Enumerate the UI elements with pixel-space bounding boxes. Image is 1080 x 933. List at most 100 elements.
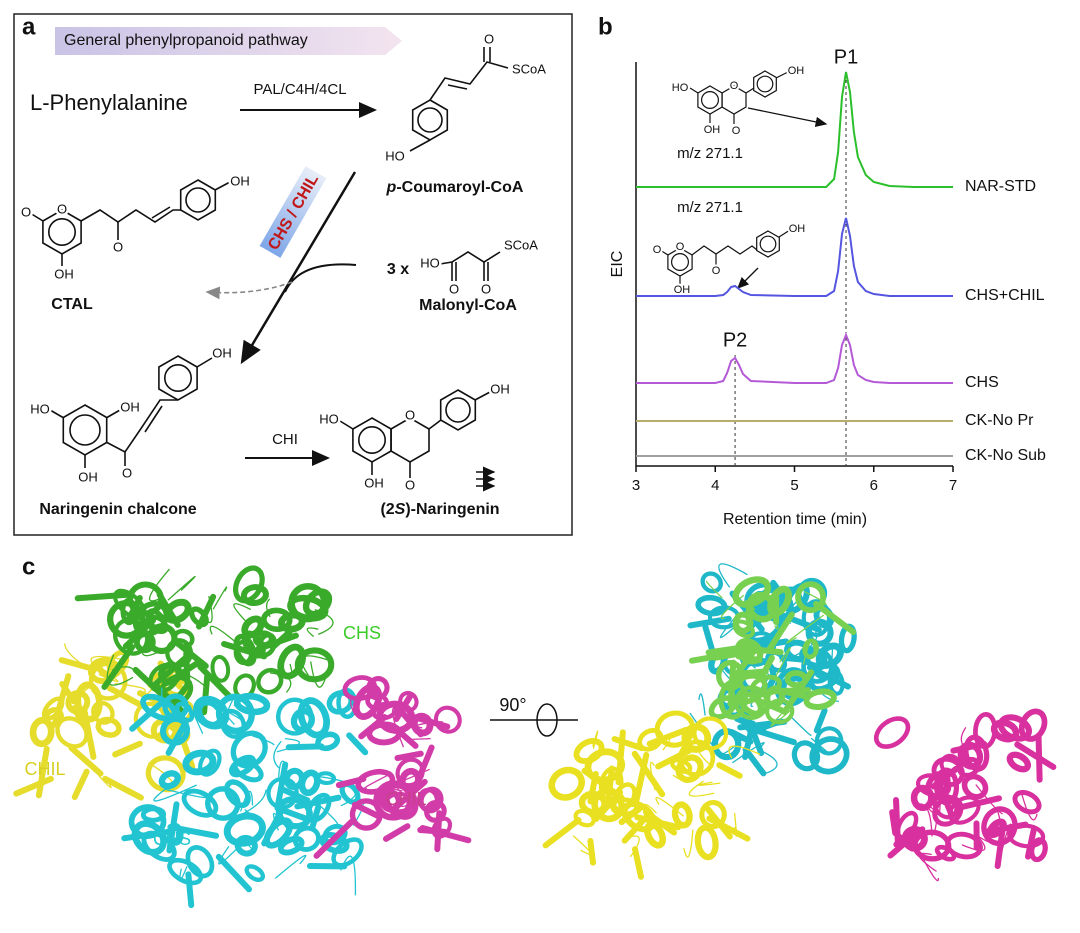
helix: [128, 804, 167, 839]
helix: [700, 571, 723, 594]
loop: [167, 575, 196, 601]
loop: [649, 761, 656, 791]
atom: O: [712, 265, 721, 277]
bond: [151, 206, 171, 219]
helix: [158, 770, 181, 790]
atom: O: [653, 244, 662, 256]
bond: [106, 399, 178, 454]
loop: [917, 849, 940, 882]
loop: [732, 742, 765, 764]
atom: O: [405, 477, 415, 492]
atom: OH: [788, 65, 805, 77]
bond: [429, 61, 509, 101]
strand: [382, 823, 411, 842]
atom: O: [732, 125, 741, 137]
helix: [277, 643, 307, 680]
loop: [961, 833, 986, 852]
x-tick-label: 3: [632, 477, 640, 494]
banner-text: General phenylpropanoid pathway: [64, 32, 308, 49]
atom: O: [676, 241, 685, 253]
loop: [301, 655, 328, 676]
helix: [160, 715, 191, 746]
bond: [775, 71, 789, 79]
helix: [424, 799, 447, 823]
helix: [675, 754, 704, 783]
helix: [410, 712, 434, 737]
substrate: L-Phenylalanine: [30, 90, 188, 115]
strand: [704, 806, 733, 840]
loop: [276, 737, 300, 753]
strand: [51, 673, 72, 727]
atom: SCoA: [512, 61, 546, 76]
strand: [156, 591, 181, 628]
strand: [769, 687, 812, 695]
helix: [699, 799, 727, 830]
bond: [439, 251, 501, 265]
strand: [813, 707, 828, 734]
loop: [720, 594, 745, 619]
helix: [1012, 790, 1042, 815]
bond: [778, 229, 791, 238]
helix: [910, 784, 935, 812]
loop: [240, 789, 267, 816]
atom: O: [57, 201, 67, 216]
multiplier: 3 x: [387, 261, 409, 278]
series-line: [636, 71, 953, 188]
strand: [102, 775, 144, 801]
strand: [35, 745, 50, 799]
helix: [644, 821, 667, 849]
helix: [901, 825, 928, 852]
panel-c-labels: CHS CHIL CHS CHIL 90°: [24, 623, 578, 849]
strand: [632, 846, 644, 880]
loop: [179, 866, 188, 881]
loop: [698, 693, 706, 716]
atom: OH: [78, 469, 98, 484]
annotation-arrow: [737, 267, 759, 289]
strand: [632, 751, 650, 806]
strand: [604, 765, 615, 808]
atom: O: [481, 281, 491, 296]
loop: [728, 745, 761, 759]
enzyme-label: CHI: [272, 431, 298, 448]
helix: [931, 756, 965, 788]
strand: [351, 801, 382, 820]
helix: [355, 768, 396, 795]
atom: OH: [212, 345, 232, 360]
atom: OH: [490, 381, 510, 396]
loop: [408, 737, 431, 741]
loop: [244, 809, 263, 827]
loop: [790, 716, 812, 736]
loop: [683, 829, 694, 858]
rotation-arrow: [536, 703, 558, 737]
strand: [112, 740, 143, 758]
loop: [719, 615, 738, 639]
bond: [29, 212, 44, 222]
helix: [302, 588, 333, 618]
helix: [240, 584, 269, 607]
compound-name: p-Coumaroyl-CoA: [386, 179, 524, 196]
helix: [233, 692, 271, 716]
loop: [975, 811, 1003, 844]
side-product-arrow: [205, 281, 293, 300]
bond: [745, 87, 755, 94]
helix: [292, 825, 321, 852]
helix: [283, 767, 305, 791]
strand: [957, 795, 1002, 811]
bond: [474, 391, 491, 401]
helix: [997, 714, 1032, 742]
helix: [185, 845, 215, 879]
loop: [265, 598, 271, 618]
x-tick-label: 6: [870, 477, 878, 494]
helix: [29, 716, 55, 748]
strand: [196, 593, 217, 630]
series-line: [636, 332, 953, 384]
chain-label: CHIL: [24, 759, 65, 779]
strand: [581, 767, 625, 801]
chain-label: CHS: [343, 623, 381, 643]
loop: [218, 837, 248, 865]
helix: [809, 736, 850, 775]
helix: [795, 581, 827, 614]
helix: [934, 844, 957, 862]
atom: OH: [674, 284, 691, 296]
strand: [285, 743, 325, 751]
